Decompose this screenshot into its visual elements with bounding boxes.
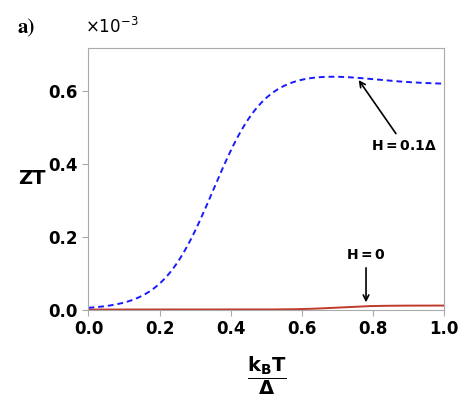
- Text: a): a): [18, 19, 35, 37]
- X-axis label: $\mathbf{\dfrac{k_B T}{\Delta}}$: $\mathbf{\dfrac{k_B T}{\Delta}}$: [246, 355, 286, 397]
- Y-axis label: ZT: ZT: [18, 169, 46, 188]
- Text: $\times 10^{-3}$: $\times 10^{-3}$: [85, 17, 138, 37]
- Text: $\mathbf{H = 0.1\Delta}$: $\mathbf{H = 0.1\Delta}$: [360, 82, 437, 153]
- Text: $\mathbf{H = 0}$: $\mathbf{H = 0}$: [346, 248, 386, 300]
